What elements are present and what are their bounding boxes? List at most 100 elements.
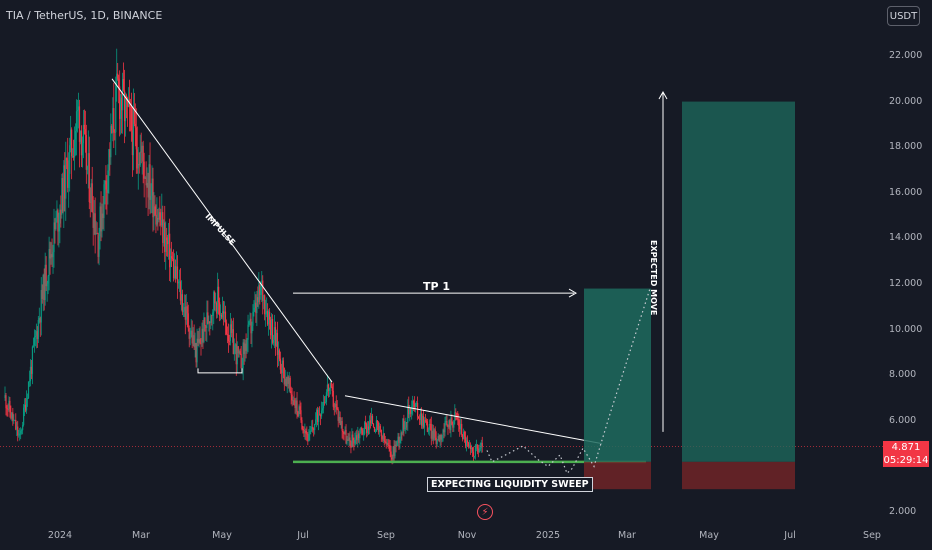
price-tick-label: 20.000: [889, 95, 923, 107]
candle-body: [469, 445, 472, 450]
last-price-label: 4.871: [883, 441, 929, 454]
candle-body: [92, 212, 94, 228]
candle-body: [358, 433, 360, 439]
price-tick-label: 14.000: [889, 232, 923, 244]
resistance-trendline: [344, 395, 603, 445]
candle-body: [156, 217, 158, 225]
candle-body: [324, 401, 327, 403]
candle-body: [465, 440, 468, 446]
candle-body: [97, 233, 99, 257]
candle-body: [4, 395, 6, 398]
candle-body: [387, 442, 389, 445]
candle-body: [440, 434, 442, 440]
tp1-target-box: [584, 288, 651, 462]
candle-body: [69, 145, 71, 174]
candle-body: [434, 429, 436, 438]
candle-body: [171, 258, 174, 260]
candle-body: [287, 376, 289, 384]
candle-body: [187, 313, 189, 329]
candle-body: [368, 420, 371, 430]
candle-body: [403, 418, 405, 430]
candle-body: [43, 274, 45, 301]
candle-body: [130, 107, 133, 131]
candle-body: [313, 428, 315, 431]
candle-body: [47, 276, 49, 284]
candle-body: [158, 212, 160, 220]
flash-icon[interactable]: ⚡: [477, 504, 493, 520]
price-tick-label: 22.000: [889, 50, 923, 61]
candle-body: [318, 414, 321, 416]
candle-body: [64, 165, 66, 199]
candle-body: [279, 358, 281, 370]
candle-body: [459, 425, 461, 430]
candle-body: [458, 420, 460, 426]
candle-body: [159, 212, 161, 220]
main-target-box: [682, 101, 795, 462]
candle-body: [110, 125, 112, 158]
candle-body: [332, 390, 334, 407]
candle-body: [456, 412, 458, 420]
candle-body: [109, 149, 111, 158]
candle-body: [160, 219, 162, 226]
candle-body: [338, 416, 340, 421]
candle-body: [344, 429, 346, 434]
candle-body: [195, 342, 197, 363]
candle-body: [149, 164, 151, 200]
candle-body: [283, 367, 285, 385]
candle-body: [209, 321, 211, 323]
candle-body: [242, 342, 244, 369]
candle-body: [105, 180, 107, 190]
time-tick-label: 2025: [535, 530, 561, 541]
candle-body: [86, 166, 88, 170]
candle-body: [471, 447, 474, 452]
candle-body: [411, 406, 413, 414]
candle-body: [222, 311, 225, 314]
candle-body: [173, 266, 176, 278]
candle-body: [260, 287, 262, 295]
candle-body: [478, 449, 480, 453]
candle-body: [275, 333, 278, 346]
candle-body: [61, 178, 63, 215]
candle-body: [303, 429, 305, 433]
candle-body: [481, 442, 483, 447]
candle-body: [297, 411, 299, 417]
price-tick-label: 12.000: [889, 278, 923, 289]
candle-body: [234, 344, 236, 346]
candle-body: [372, 423, 375, 427]
candle-body: [210, 315, 212, 323]
candle-body: [17, 426, 19, 436]
candle-body: [150, 195, 152, 200]
candle-body: [219, 302, 221, 316]
candle-body: [42, 274, 44, 299]
candle-body: [45, 264, 47, 287]
candle-body: [191, 330, 193, 344]
candle-body: [278, 350, 280, 359]
candle-body: [165, 237, 167, 252]
candle-body: [117, 73, 119, 79]
candle-body: [176, 266, 179, 284]
candle-body: [474, 445, 476, 456]
candle-body: [51, 254, 53, 258]
candle-body: [200, 342, 202, 344]
candle-body: [162, 212, 164, 243]
candle-body: [189, 334, 191, 339]
candle-body: [388, 444, 390, 446]
candle-body: [320, 410, 323, 417]
candle-body: [309, 431, 311, 435]
candle-body: [39, 318, 41, 323]
candle-body: [315, 419, 317, 424]
candle-body: [145, 177, 147, 186]
candle-body: [366, 424, 368, 433]
candle-body: [6, 408, 8, 410]
currency-button[interactable]: USDT: [887, 6, 920, 26]
candle-body: [331, 386, 333, 391]
candle-body: [367, 426, 370, 430]
candle-body: [253, 308, 255, 312]
candle-body: [477, 448, 479, 453]
candle-body: [378, 426, 380, 432]
candle-body: [152, 178, 154, 218]
candle-body: [340, 421, 342, 425]
candle-body: [194, 342, 196, 348]
candle-body: [77, 106, 80, 111]
